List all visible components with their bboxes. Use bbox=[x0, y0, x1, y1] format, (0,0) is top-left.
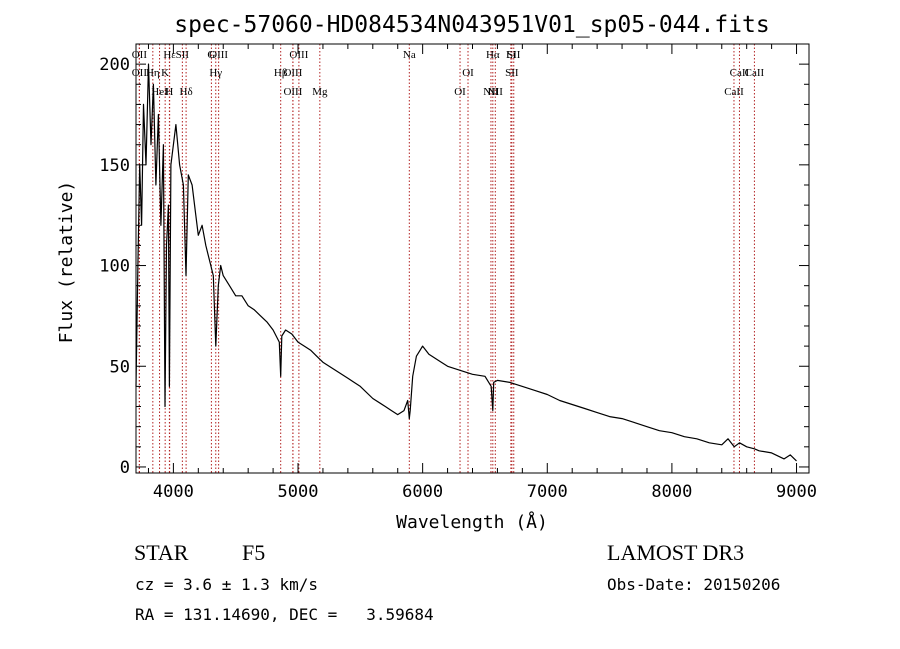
chart-title: spec-57060-HD084534N043951V01_sp05-044.f… bbox=[174, 12, 769, 38]
line-marker-label: SII bbox=[505, 67, 519, 79]
line-marker-label: OI bbox=[454, 86, 466, 98]
line-marker-labels: HεKHδOIIIOIIHeISIIHγOIIIOIIIOIIIOIHαSIIN… bbox=[132, 49, 765, 98]
x-tick-label: 7000 bbox=[527, 482, 568, 502]
object-class: STAR bbox=[134, 540, 189, 565]
y-axis-ticks: 0 50 100 150 200 bbox=[99, 55, 809, 478]
line-marker-label: NII bbox=[483, 86, 499, 98]
line-marker-label: OIII bbox=[283, 86, 302, 98]
x-tick-label: 9000 bbox=[776, 482, 817, 502]
line-markers bbox=[138, 44, 755, 473]
line-marker-label: SII bbox=[507, 49, 521, 61]
line-marker-label: HeI bbox=[151, 86, 168, 98]
ra-dec-coordinates: RA = 131.14690, DEC = 3.59684 bbox=[135, 605, 434, 624]
line-marker-label: Mg bbox=[312, 86, 328, 98]
spectrum-line bbox=[135, 63, 797, 462]
line-marker-label: OII bbox=[132, 49, 148, 61]
x-tick-label: 4000 bbox=[153, 482, 194, 502]
object-subclass: F5 bbox=[242, 540, 265, 565]
line-marker-label: OIII bbox=[289, 49, 308, 61]
x-tick-label: 5000 bbox=[278, 482, 319, 502]
plot-frame bbox=[135, 43, 810, 474]
line-marker-label: Hβ bbox=[274, 67, 288, 79]
line-marker-label: H bbox=[165, 86, 173, 98]
line-marker-label: NII bbox=[488, 86, 504, 98]
survey-name: LAMOST DR3 bbox=[607, 540, 744, 565]
y-tick-label: 50 bbox=[110, 357, 130, 377]
line-marker-label: OIII bbox=[209, 49, 228, 61]
y-tick-label: 150 bbox=[99, 156, 130, 176]
line-marker-label: Hα bbox=[486, 49, 500, 61]
x-tick-label: 8000 bbox=[651, 482, 692, 502]
line-marker-label: CaII bbox=[730, 67, 750, 79]
y-tick-label: 200 bbox=[99, 55, 130, 75]
x-axis-label: Wavelength (Å) bbox=[396, 511, 548, 533]
line-marker-label: OIII bbox=[283, 67, 302, 79]
y-tick-label: 100 bbox=[99, 257, 130, 277]
redshift-cz: cz = 3.6 ± 1.3 km/s bbox=[135, 575, 318, 594]
line-marker-label: SII bbox=[176, 49, 190, 61]
line-marker-label: Hδ bbox=[180, 86, 193, 98]
line-marker-label: Na bbox=[403, 49, 416, 61]
line-marker-label: G bbox=[207, 49, 215, 61]
line-marker-label: OI bbox=[462, 67, 474, 79]
line-marker-label: CaII bbox=[724, 86, 744, 98]
observation-date: Obs-Date: 20150206 bbox=[607, 575, 780, 594]
y-axis-label: Flux (relative) bbox=[56, 181, 77, 344]
x-axis-ticks: 4000 5000 6000 7000 8000 9000 bbox=[147, 44, 817, 502]
line-marker-label: CaII bbox=[745, 67, 765, 79]
y-tick-label: 0 bbox=[120, 458, 130, 478]
line-marker-label: Li bbox=[506, 49, 516, 61]
line-marker-label: K bbox=[161, 67, 169, 79]
line-marker-label: Hγ bbox=[209, 67, 222, 79]
x-tick-label: 6000 bbox=[402, 482, 443, 502]
line-marker-label: Hε bbox=[163, 49, 176, 61]
